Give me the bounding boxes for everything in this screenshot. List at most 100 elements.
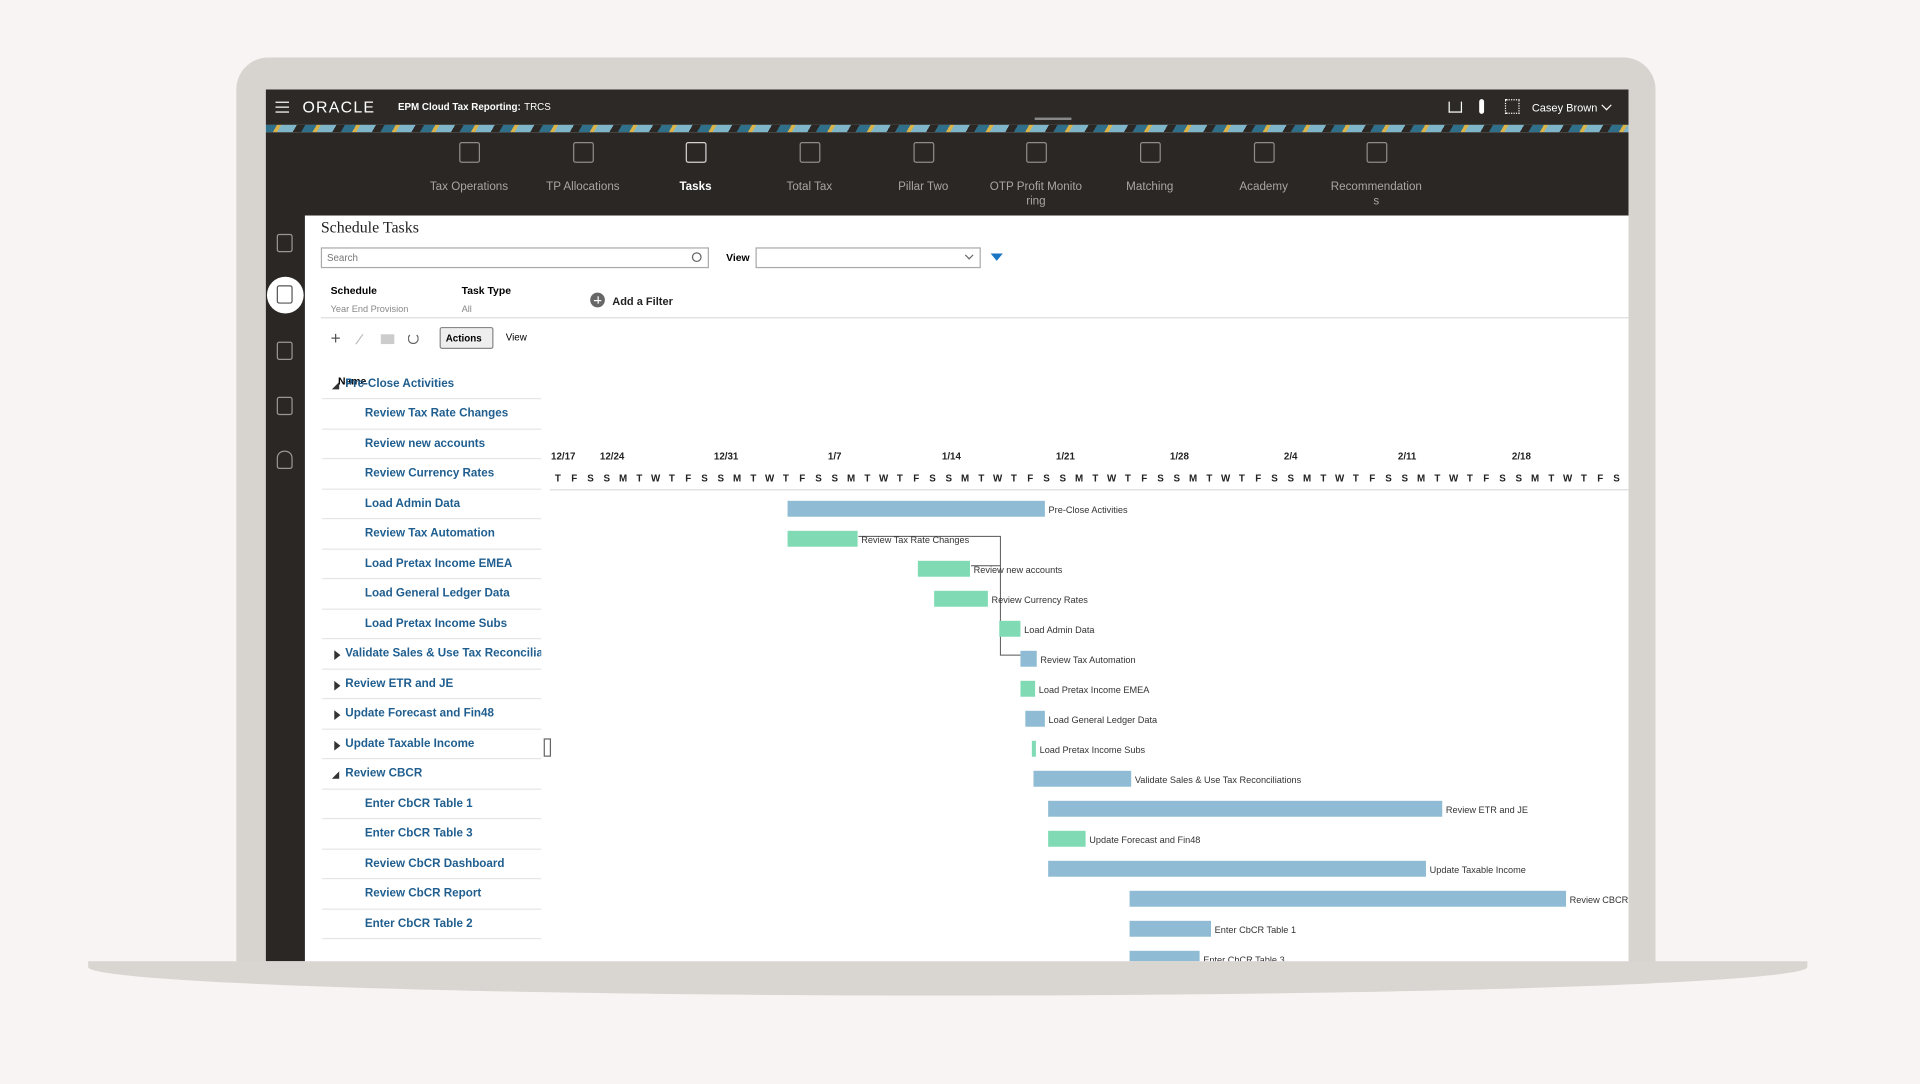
gantt-bar[interactable] <box>1048 800 1443 817</box>
actions-label: Actions <box>445 333 482 345</box>
task-row[interactable]: Load General Ledger Data <box>322 579 542 610</box>
gantt-bar[interactable] <box>1025 710 1045 727</box>
day-label: T <box>864 473 870 484</box>
nav-item[interactable]: OTP Profit Monitoring <box>984 140 1087 210</box>
nav-bar: Tax Operations TP Allocations Tasks Total T… <box>265 132 1629 216</box>
expand-toggle[interactable] <box>334 740 341 751</box>
task-row[interactable]: Load Pretax Income Subs <box>322 609 542 640</box>
task-row[interactable]: Update Taxable Income <box>322 729 542 760</box>
day-label: S <box>1060 473 1067 484</box>
task-row[interactable]: Review Tax Automation <box>322 519 542 550</box>
gantt-bar[interactable] <box>934 590 988 607</box>
task-row[interactable]: Validate Sales & Use Tax Reconciliations <box>322 639 542 670</box>
task-row[interactable]: Pre-Close Activities <box>322 369 542 400</box>
task-name: Review Tax Rate Changes <box>364 406 509 421</box>
search-box[interactable]: Search <box>320 247 709 269</box>
bar-label: Update Forecast and Fin48 <box>1089 835 1200 845</box>
gantt-bar[interactable] <box>917 560 970 577</box>
filter-label: Schedule <box>330 284 377 297</box>
filter-icon[interactable] <box>990 253 1003 261</box>
day-label: S <box>1516 473 1523 484</box>
gantt-bar[interactable] <box>1048 830 1086 847</box>
task-row[interactable]: Review CBCR <box>322 759 542 790</box>
day-label: T <box>1092 473 1098 484</box>
actions-button[interactable]: Actions <box>439 326 494 349</box>
gantt-bar[interactable] <box>999 620 1021 637</box>
gantt-bar[interactable] <box>1129 950 1200 962</box>
nav-item[interactable]: Pillar Two <box>872 140 975 195</box>
splitter-handle[interactable] <box>543 738 552 757</box>
nav-item[interactable]: Matching <box>1098 140 1201 195</box>
expand-toggle[interactable] <box>334 680 341 691</box>
refresh-button[interactable] <box>407 333 419 345</box>
add-filter-icon[interactable] <box>590 292 605 308</box>
expand-toggle[interactable] <box>331 771 340 779</box>
task-row[interactable]: Review Currency Rates <box>322 459 542 490</box>
gantt-bar[interactable] <box>1129 890 1567 907</box>
gantt-bar[interactable] <box>1020 680 1036 697</box>
gantt-bar[interactable] <box>787 500 1045 517</box>
task-row[interactable]: Review CbCR Dashboard <box>322 849 542 880</box>
nav-label: Total Tax <box>786 180 833 194</box>
task-row[interactable]: Enter CbCR Table 3 <box>322 819 542 850</box>
day-label: T <box>783 473 789 484</box>
folder-button[interactable] <box>380 334 395 345</box>
home-button[interactable] <box>1448 101 1463 113</box>
task-row[interactable]: Update Forecast and Fin48 <box>322 699 542 730</box>
nav-item[interactable]: TP Allocations <box>531 140 634 195</box>
day-label: T <box>1239 473 1245 484</box>
task-name: Load Pretax Income EMEA <box>364 556 513 571</box>
nav-label: TP Allocations <box>546 180 620 194</box>
day-label: T <box>1548 473 1554 484</box>
day-label: W <box>651 473 661 484</box>
nav-item[interactable]: Tasks <box>644 140 747 195</box>
gantt-bar[interactable] <box>1031 740 1036 757</box>
nav-item[interactable]: Academy <box>1212 140 1315 195</box>
sidebar-icon[interactable] <box>276 450 293 469</box>
filter-value[interactable]: Year End Provision <box>330 303 409 315</box>
user-menu[interactable]: Casey Brown <box>1531 101 1598 114</box>
apps-button[interactable] <box>1504 99 1520 114</box>
day-label: S <box>946 473 953 484</box>
task-row[interactable]: Review CbCR Report <box>322 879 542 910</box>
week-label: 1/21 <box>1056 451 1076 462</box>
edit-button[interactable] <box>355 333 364 345</box>
bar-label: Enter CbCR Table 3 <box>1203 955 1284 961</box>
task-row[interactable]: Enter CbCR Table 1 <box>322 789 542 820</box>
task-name: Review Tax Automation <box>364 526 495 541</box>
task-row[interactable]: Review new accounts <box>322 429 542 460</box>
gantt-bar[interactable] <box>1033 770 1132 787</box>
menu-button[interactable] <box>275 101 289 113</box>
sidebar-icon[interactable] <box>276 396 293 416</box>
gantt-bar[interactable] <box>1020 650 1037 667</box>
expand-toggle[interactable] <box>331 381 340 389</box>
day-label: F <box>1255 473 1261 484</box>
expand-toggle[interactable] <box>334 650 341 661</box>
sidebar-icon[interactable] <box>276 341 293 361</box>
day-label: M <box>619 473 627 484</box>
week-label: 2/4 <box>1284 451 1298 462</box>
add-filter[interactable]: Add a Filter <box>612 295 673 308</box>
task-row[interactable]: Enter CbCR Table 2 <box>322 909 542 940</box>
task-row[interactable]: Load Admin Data <box>322 489 542 520</box>
nav-item[interactable]: Tax Operations <box>418 140 521 195</box>
task-row[interactable]: Load Pretax Income EMEA <box>322 549 542 580</box>
accessibility-button[interactable] <box>1479 99 1485 114</box>
task-row[interactable]: Review ETR and JE <box>322 669 542 700</box>
view-menu[interactable]: View <box>505 331 527 343</box>
add-button[interactable]: + <box>330 328 341 348</box>
day-label: F <box>685 473 691 484</box>
day-label: M <box>961 473 969 484</box>
gantt-bar[interactable] <box>787 530 858 547</box>
gantt-bar[interactable] <box>1048 860 1426 877</box>
nav-item[interactable]: Recommendations <box>1325 140 1428 210</box>
view-dropdown[interactable] <box>755 247 981 269</box>
day-label: M <box>847 473 855 484</box>
sidebar-icon[interactable] <box>276 233 293 253</box>
task-row[interactable]: Review Tax Rate Changes <box>322 399 542 430</box>
sidebar-active[interactable] <box>266 276 304 314</box>
nav-item[interactable]: Total Tax <box>758 140 861 195</box>
gantt-bar[interactable] <box>1129 920 1211 937</box>
expand-toggle[interactable] <box>334 710 341 721</box>
filter-value[interactable]: All <box>461 303 472 315</box>
